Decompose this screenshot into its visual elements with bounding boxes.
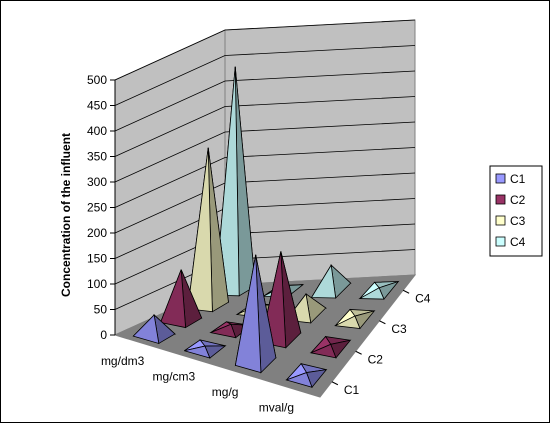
gridline — [114, 70, 416, 132]
depth-tick-mark — [355, 350, 362, 355]
depth-axis: C1 C2 C3 C4 — [331, 289, 431, 397]
y-axis-title: Concentration of the influent — [59, 133, 73, 297]
depth-tick-mark — [379, 320, 386, 325]
pyramid-face — [159, 269, 187, 329]
pyramid-C1-mg/cm3 — [184, 339, 227, 359]
pyramid-C1-mg/g — [234, 254, 277, 374]
pyramid-face — [184, 345, 211, 359]
legend-label: C1 — [510, 172, 526, 186]
pyramid-C1-mg/dm3 — [132, 313, 177, 345]
pyramid-face — [358, 287, 385, 300]
gridline — [114, 19, 416, 81]
gridline — [114, 96, 416, 157]
x-tick-label: mg/cm3 — [153, 369, 196, 383]
pyramid-face — [285, 372, 313, 388]
y-tick-label: 400 — [87, 124, 107, 138]
pyramid-C2-mg/cm3 — [209, 321, 253, 339]
gridline — [114, 45, 416, 106]
y-tick-label: 250 — [87, 201, 107, 215]
pyramid-face — [310, 263, 337, 299]
legend-swatch — [495, 236, 506, 247]
y-axis: 0 50 100 150 200 250 300 350 400 450 500 — [87, 73, 116, 342]
legend-swatch — [495, 173, 506, 184]
pyramid-face — [309, 343, 337, 359]
depth-tick-mark — [331, 381, 339, 386]
y-tick-label: 300 — [87, 175, 107, 189]
y-tick-label: 150 — [87, 252, 107, 266]
x-tick-label: mg/g — [212, 385, 239, 399]
depth-tick-label: C3 — [391, 322, 407, 336]
pyramid-C3-mval/g — [333, 308, 376, 330]
y-tick-label: 200 — [87, 226, 107, 240]
legend-swatch — [495, 194, 506, 205]
depth-tick-label: C1 — [344, 383, 360, 397]
x-tick-label: mval/g — [259, 400, 294, 414]
legend-label: C3 — [510, 214, 526, 228]
x-tick-label: mg/dm3 — [101, 354, 145, 368]
pyramid-C4-mval/g — [358, 280, 400, 300]
gridline — [114, 147, 416, 208]
depth-tick-label: C4 — [415, 291, 431, 305]
pyramid-C1-mval/g — [285, 363, 328, 389]
pyramid-face — [209, 323, 237, 339]
y-tick-label: 350 — [87, 150, 107, 164]
gridline — [114, 121, 416, 183]
pyramid-C4-mg/g — [310, 263, 352, 299]
x-axis: mg/dm3 mg/cm3 mg/g mval/g — [101, 354, 294, 415]
y-tick-label: 500 — [87, 73, 107, 87]
y-tick-label: 450 — [87, 99, 107, 113]
legend-label: C4 — [510, 235, 526, 249]
pyramid-face — [333, 315, 361, 329]
y-tick-label: 0 — [100, 328, 107, 342]
depth-tick-label: C2 — [368, 352, 384, 366]
pyramid-face — [234, 254, 262, 374]
pyramid-C2-mg/dm3 — [159, 269, 203, 329]
pyramid-C3-mg/dm3 — [187, 147, 229, 313]
depth-tick-mark — [402, 289, 410, 294]
y-tick-label: 100 — [87, 277, 107, 291]
pyramid-face — [187, 147, 213, 313]
y-tick-label: 50 — [94, 303, 108, 317]
legend: C1 C2 C3 C4 — [489, 165, 543, 257]
pyramid-C2-mval/g — [309, 335, 352, 359]
pyramids — [132, 66, 400, 389]
pyramid-face — [132, 314, 160, 345]
legend-swatch — [495, 215, 506, 226]
legend-label: C2 — [510, 193, 526, 207]
